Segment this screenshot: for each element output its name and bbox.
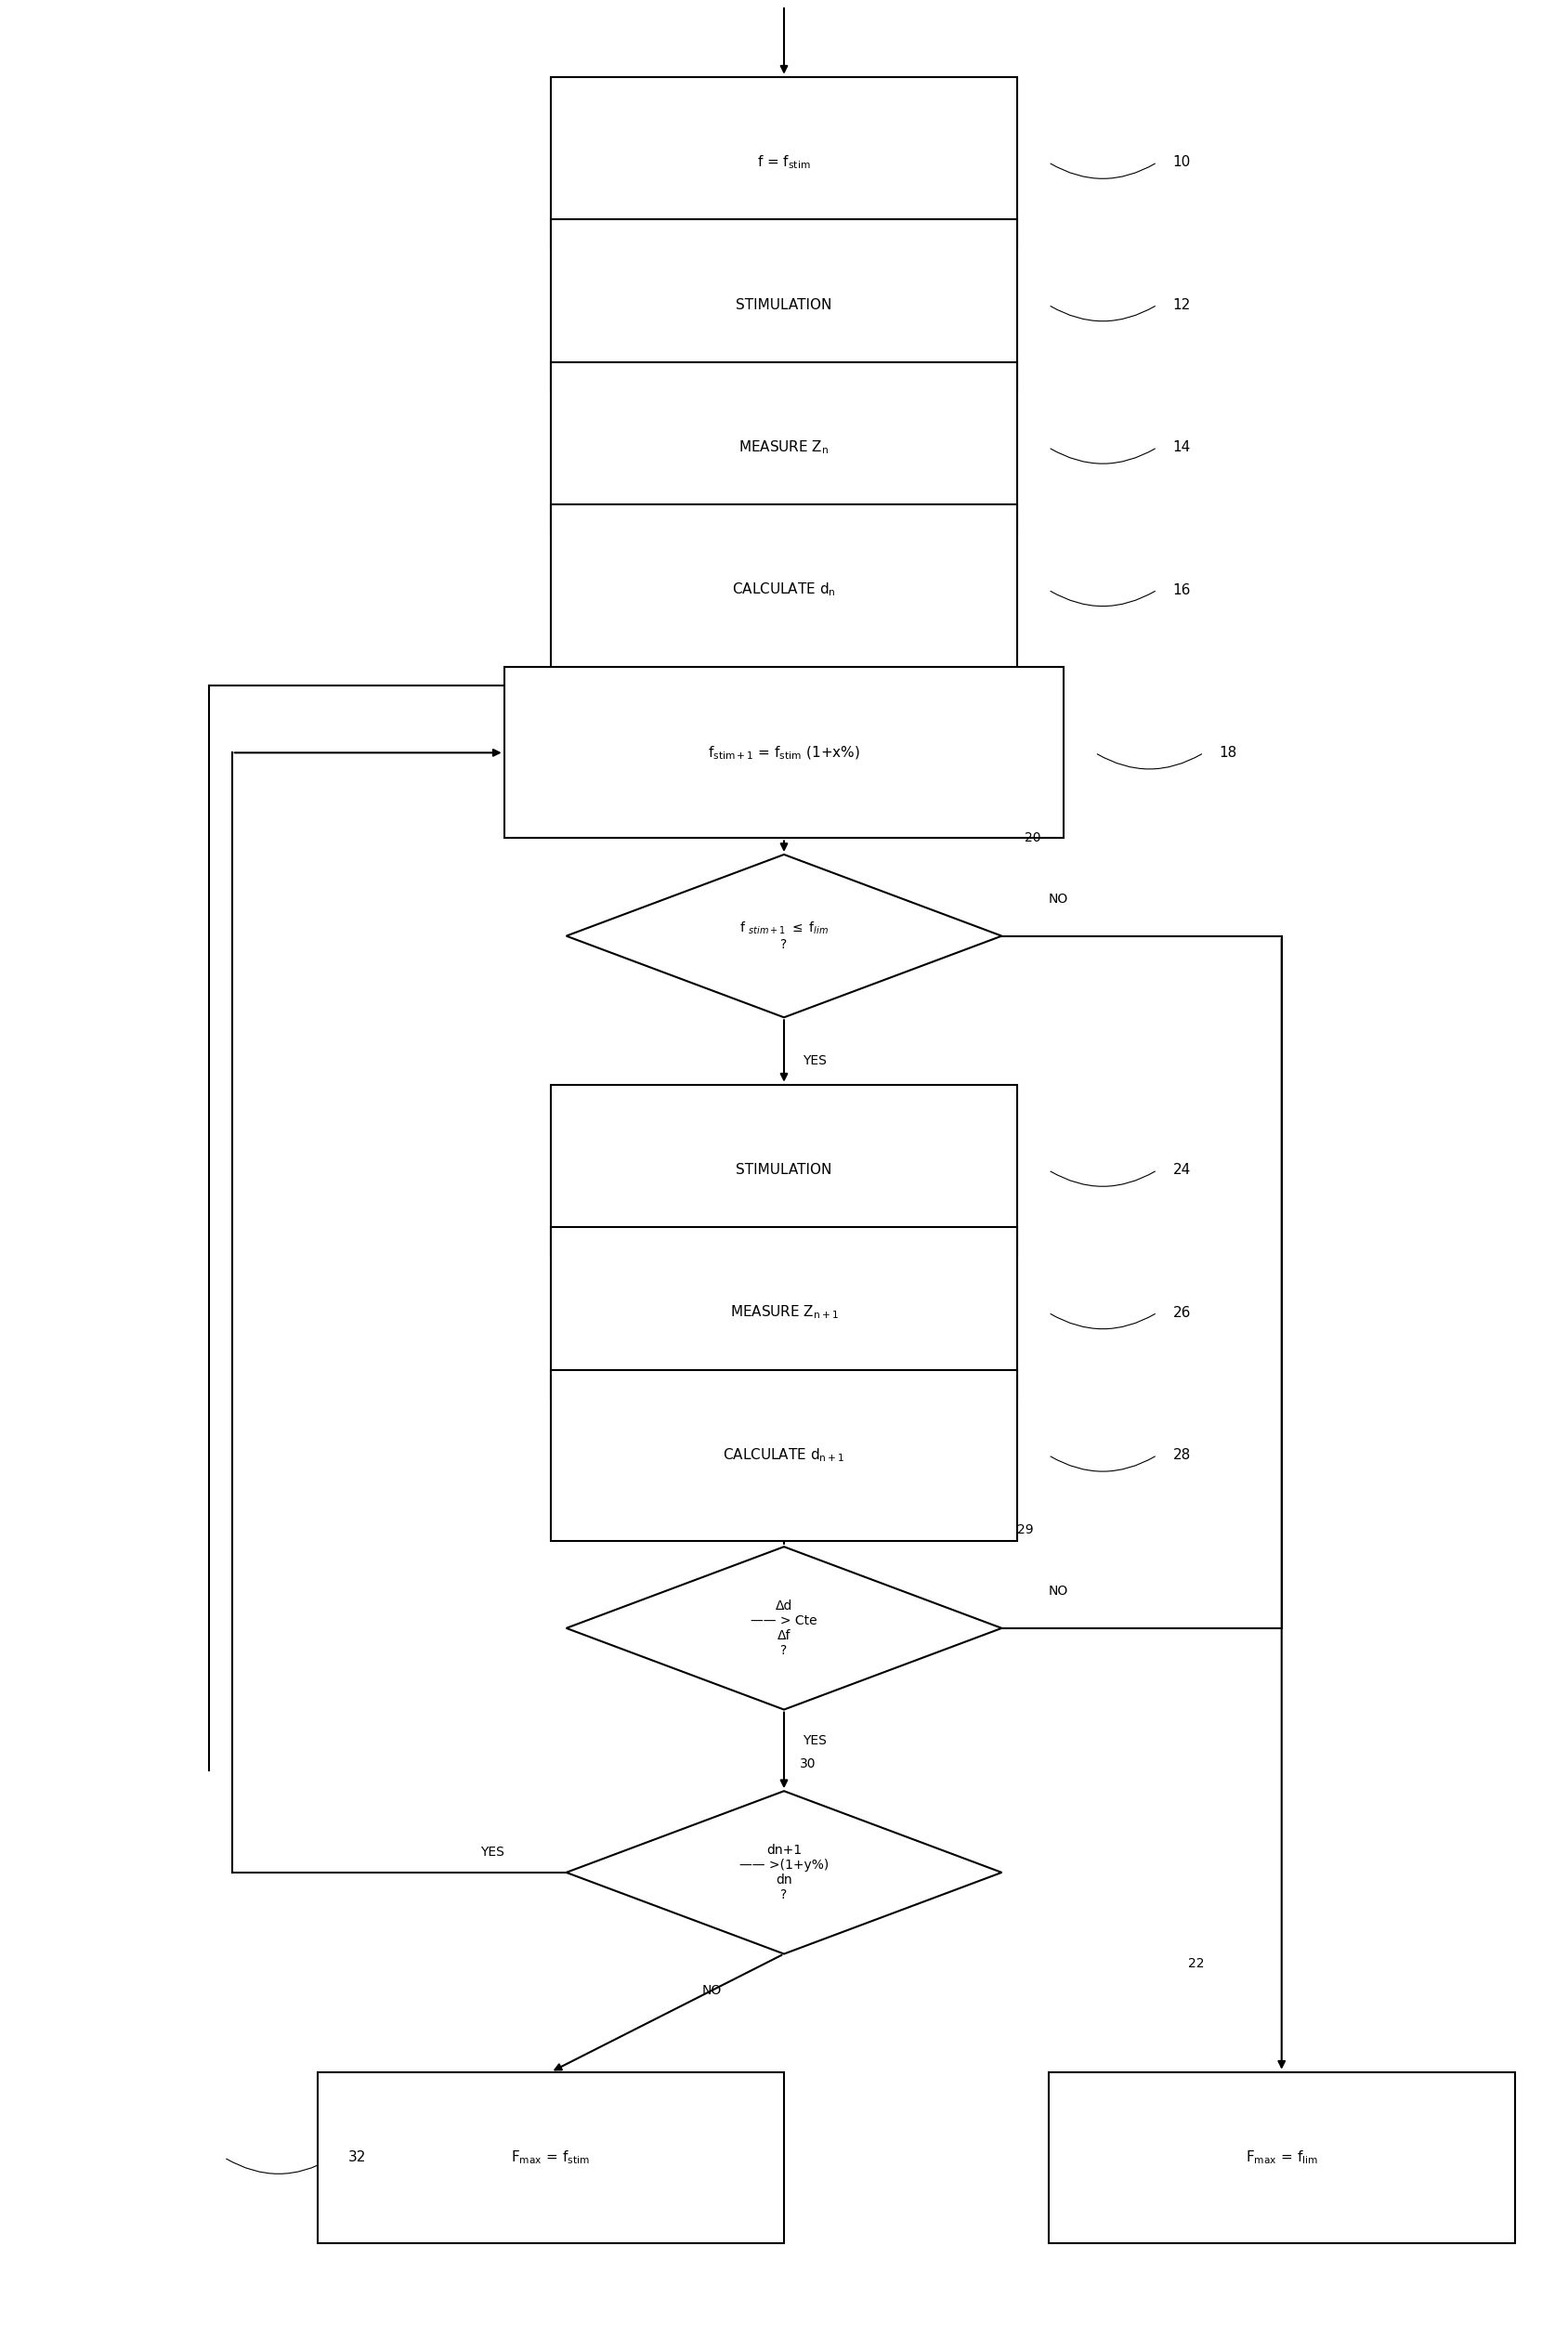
FancyBboxPatch shape [503,666,1065,839]
Text: 28: 28 [1173,1449,1190,1463]
FancyBboxPatch shape [550,1369,1018,1540]
Text: 20: 20 [1025,832,1041,844]
Text: F$_{\rm max}$ = f$_{\rm lim}$: F$_{\rm max}$ = f$_{\rm lim}$ [1245,2148,1317,2166]
Text: 16: 16 [1173,582,1190,596]
Text: MEASURE Z$_{\rm n}$: MEASURE Z$_{\rm n}$ [739,439,829,456]
Text: NO: NO [1049,1584,1068,1599]
Text: dn+1
—— >(1+y%)
dn
?: dn+1 —— >(1+y%) dn ? [739,1844,829,1902]
FancyBboxPatch shape [550,505,1018,675]
FancyBboxPatch shape [550,1227,1018,1398]
Text: STIMULATION: STIMULATION [735,297,833,311]
Polygon shape [566,1547,1002,1711]
Text: 18: 18 [1220,746,1237,760]
Text: NO: NO [1049,893,1068,904]
Text: f = f$_{\rm stim}$: f = f$_{\rm stim}$ [757,154,811,171]
Text: CALCULATE d$_{\rm n+1}$: CALCULATE d$_{\rm n+1}$ [723,1447,845,1463]
FancyBboxPatch shape [1049,2073,1515,2244]
FancyBboxPatch shape [550,1084,1018,1255]
Text: NO: NO [702,1984,721,1998]
Text: F$_{\rm max}$ = f$_{\rm stim}$: F$_{\rm max}$ = f$_{\rm stim}$ [511,2148,590,2166]
FancyBboxPatch shape [550,220,1018,390]
Text: 12: 12 [1173,297,1190,311]
Text: 24: 24 [1173,1164,1190,1178]
Polygon shape [566,1790,1002,1954]
Polygon shape [566,855,1002,1017]
Text: STIMULATION: STIMULATION [735,1164,833,1178]
Text: 30: 30 [800,1757,815,1771]
Text: MEASURE Z$_{\rm n+1}$: MEASURE Z$_{\rm n+1}$ [729,1304,839,1320]
FancyBboxPatch shape [317,2073,784,2244]
Text: YES: YES [803,1054,826,1068]
Text: YES: YES [480,1846,503,1858]
Text: 10: 10 [1173,154,1190,168]
Text: f$_{\rm stim+1}$ = f$_{\rm stim}$ (1+x%): f$_{\rm stim+1}$ = f$_{\rm stim}$ (1+x%) [707,743,861,762]
Text: Δd
—— > Cte
Δf
?: Δd —— > Cte Δf ? [751,1599,817,1657]
Text: 29: 29 [1018,1524,1033,1535]
Text: 14: 14 [1173,439,1190,453]
FancyBboxPatch shape [550,362,1018,533]
Text: YES: YES [803,1734,826,1748]
Text: 26: 26 [1173,1306,1190,1320]
Text: CALCULATE d$_{\rm n}$: CALCULATE d$_{\rm n}$ [732,582,836,598]
Text: 22: 22 [1189,1956,1204,1970]
FancyBboxPatch shape [550,77,1018,248]
Text: 32: 32 [348,2150,367,2164]
Text: f $_{stim+1}$ $\leq$ f$_{lim}$
?: f $_{stim+1}$ $\leq$ f$_{lim}$ ? [740,921,828,951]
